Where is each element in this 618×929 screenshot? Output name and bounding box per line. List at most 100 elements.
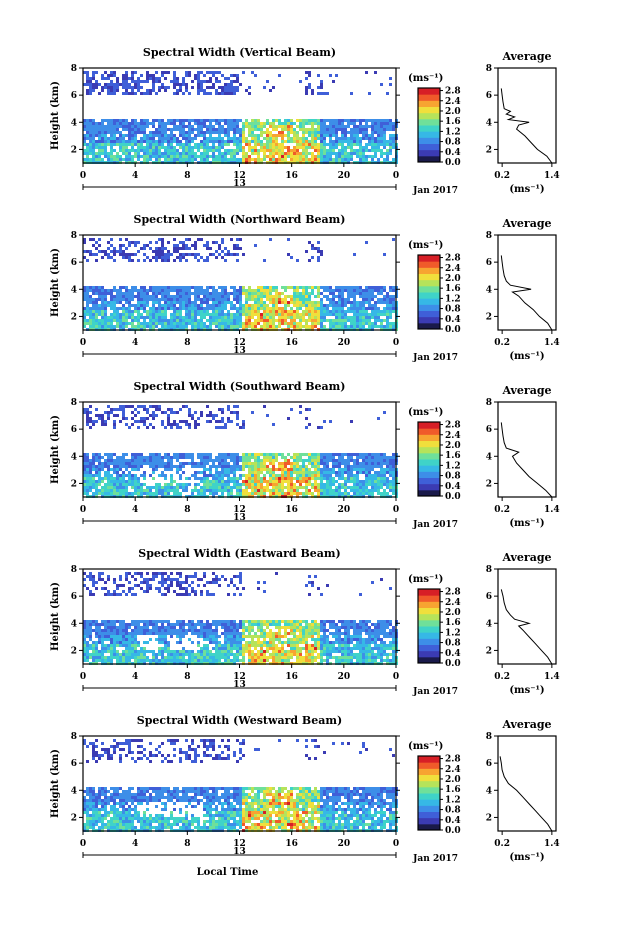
heatmap-cell	[305, 158, 308, 161]
heatmap-cell	[332, 492, 335, 495]
heatmap-cell	[338, 301, 341, 304]
heatmap-cell	[185, 423, 188, 426]
heatmap-cell	[191, 80, 194, 83]
heatmap-cell	[176, 80, 179, 83]
heatmap-cell	[86, 465, 89, 468]
heatmap-cell	[287, 462, 290, 465]
heatmap-cell	[338, 489, 341, 492]
heatmap-cell	[356, 140, 359, 143]
heatmap-cell	[332, 128, 335, 131]
heatmap-cell	[113, 319, 116, 322]
heatmap-cell	[227, 319, 230, 322]
heatmap-cell	[293, 486, 296, 489]
heatmap-cell	[350, 465, 353, 468]
heatmap-cell	[311, 152, 314, 155]
heatmap-cell	[347, 486, 350, 489]
heatmap-cell	[329, 325, 332, 328]
heatmap-cell	[206, 119, 209, 122]
heatmap-cell	[191, 286, 194, 289]
colorbar-segment	[418, 483, 440, 491]
heatmap-cell	[155, 140, 158, 143]
heatmap-cell	[269, 131, 272, 134]
heatmap-cell	[92, 480, 95, 483]
heatmap-cell	[164, 492, 167, 495]
heatmap-cell	[161, 74, 164, 77]
heatmap-cell	[236, 143, 239, 146]
heatmap-cell	[140, 325, 143, 328]
heatmap-cell	[305, 417, 308, 420]
heatmap-cell	[392, 298, 395, 301]
heatmap-cell	[272, 489, 275, 492]
profile-frame	[497, 67, 557, 164]
heatmap-cell	[365, 313, 368, 316]
heatmap-cell	[200, 146, 203, 149]
heatmap-cell	[125, 486, 128, 489]
heatmap-cell	[86, 659, 89, 662]
heatmap-cell	[107, 119, 110, 122]
heatmap-cell	[215, 128, 218, 131]
heatmap-cell	[101, 456, 104, 459]
heatmap-cell	[362, 316, 365, 319]
heatmap-cell	[98, 155, 101, 158]
heatmap-cell	[332, 152, 335, 155]
heatmap-cell	[260, 480, 263, 483]
heatmap-cell	[221, 417, 224, 420]
heatmap-cell	[83, 572, 86, 575]
heatmap-cell	[326, 489, 329, 492]
date-marker: 13	[233, 346, 246, 356]
heatmap-cell	[242, 420, 245, 423]
heatmap-cell	[263, 477, 266, 480]
heatmap-cell	[209, 92, 212, 95]
heatmap-cell	[86, 629, 89, 632]
heatmap-cell	[122, 307, 125, 310]
heatmap-cell	[251, 322, 254, 325]
heatmap-cell	[164, 86, 167, 89]
heatmap-cell	[248, 492, 251, 495]
heatmap-cell	[254, 456, 257, 459]
heatmap-cell	[332, 325, 335, 328]
heatmap-cell	[257, 137, 260, 140]
heatmap-cell	[116, 295, 119, 298]
heatmap-cell	[215, 414, 218, 417]
heatmap-cell	[350, 456, 353, 459]
colorbar-frame	[417, 254, 441, 330]
heatmap-cell	[275, 140, 278, 143]
heatmap-cell	[272, 456, 275, 459]
heatmap-cell	[191, 304, 194, 307]
heatmap-cell	[281, 492, 284, 495]
heatmap-cell	[191, 146, 194, 149]
heatmap-cell	[374, 71, 377, 74]
heatmap-cell	[380, 480, 383, 483]
heatmap-cell	[209, 316, 212, 319]
heatmap-cell	[248, 468, 251, 471]
heatmap-cell	[254, 128, 257, 131]
heatmap-cell	[350, 301, 353, 304]
heatmap-cell	[347, 119, 350, 122]
heatmap-cell	[242, 456, 245, 459]
heatmap-cell	[224, 483, 227, 486]
heatmap-cell	[305, 122, 308, 125]
heatmap-cell	[338, 307, 341, 310]
heatmap-cell	[158, 137, 161, 140]
heatmap-cell	[218, 86, 221, 89]
heatmap-cell	[164, 146, 167, 149]
heatmap-cell	[317, 128, 320, 131]
heatmap-cell	[215, 89, 218, 92]
heatmap-cell	[161, 86, 164, 89]
heatmap-cell	[242, 310, 245, 313]
heatmap-cell	[266, 310, 269, 313]
heatmap-cell	[341, 128, 344, 131]
heatmap-cell	[326, 462, 329, 465]
heatmap-cell	[314, 247, 317, 250]
heatmap-cell	[227, 119, 230, 122]
heatmap-cell	[242, 131, 245, 134]
x-tick-label: 8	[184, 338, 190, 348]
heatmap-cell	[146, 89, 149, 92]
heatmap-cell	[137, 310, 140, 313]
heatmap-cell	[218, 489, 221, 492]
heatmap-cell	[272, 459, 275, 462]
heatmap-cell	[176, 92, 179, 95]
heatmap-cell	[143, 137, 146, 140]
heatmap-cell	[116, 119, 119, 122]
heatmap-cell	[185, 462, 188, 465]
